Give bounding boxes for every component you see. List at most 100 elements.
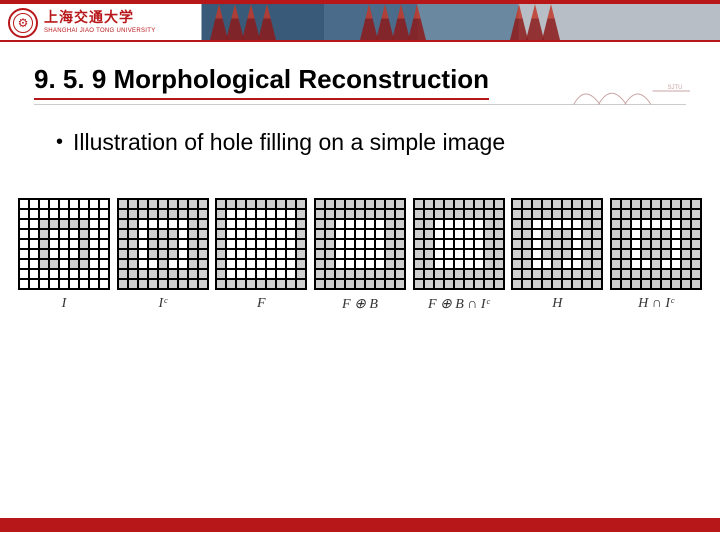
grid-cell (315, 269, 325, 279)
grid-cell (474, 229, 484, 239)
grid-cell (494, 269, 504, 279)
grid-cell (296, 259, 306, 269)
grid-cell (246, 259, 256, 269)
grid-cell (621, 229, 631, 239)
grid-cell (424, 229, 434, 239)
grid-cell (395, 249, 405, 259)
grid-cell (582, 209, 592, 219)
grid-cell (246, 249, 256, 259)
grid-cell (474, 219, 484, 229)
grid-cell (345, 279, 355, 289)
grid-cell (325, 219, 335, 229)
grid-cell (651, 259, 661, 269)
grid-cell (494, 259, 504, 269)
grid-cell (661, 199, 671, 209)
grid-cell (365, 199, 375, 209)
roof-decoration (510, 4, 558, 40)
university-logo: 上海交通大学 SHANGHAI JIAO TONG UNIVERSITY (6, 6, 166, 40)
grid-cell (474, 279, 484, 289)
grid-cell (246, 269, 256, 279)
grid-cell (178, 239, 188, 249)
grid-cell (572, 259, 582, 269)
grid-cell (385, 209, 395, 219)
grid-cell (512, 219, 522, 229)
grid-cell (641, 199, 651, 209)
grid-cell (178, 199, 188, 209)
binary-grid (215, 198, 307, 290)
grid-cell (178, 279, 188, 289)
grid-cell (661, 279, 671, 289)
grid-cell (246, 219, 256, 229)
grid-cell (454, 259, 464, 269)
grid-cell (592, 209, 602, 219)
grid-cell (148, 229, 158, 239)
grid-cell (414, 269, 424, 279)
grid-cell (345, 219, 355, 229)
grid-cell (562, 219, 572, 229)
grid-cell (414, 279, 424, 289)
panel-label: I (62, 296, 67, 312)
grid-cell (256, 269, 266, 279)
grid-cell (434, 269, 444, 279)
grid-cell (395, 239, 405, 249)
grid-cell (365, 269, 375, 279)
grid-cell (484, 229, 494, 239)
roof-decoration (360, 4, 424, 40)
grid-cell (19, 259, 29, 269)
grid-cell (138, 239, 148, 249)
grid-cell (641, 239, 651, 249)
grid-cell (79, 239, 89, 249)
grid-cell (148, 199, 158, 209)
grid-cell (89, 209, 99, 219)
grid-cell (474, 249, 484, 259)
grid-cell (198, 249, 208, 259)
grid-cell (671, 259, 681, 269)
grid-cell (494, 229, 504, 239)
grid-cell (39, 239, 49, 249)
grid-cell (148, 209, 158, 219)
grid-cell (118, 209, 128, 219)
grid-panel: F ⊕ B (314, 198, 406, 313)
grid-cell (681, 199, 691, 209)
grid-cell (79, 229, 89, 239)
grid-cell (611, 259, 621, 269)
panel-label: F ⊕ B ∩ Iᶜ (428, 296, 489, 313)
grid-cell (552, 199, 562, 209)
grid-cell (79, 209, 89, 219)
grid-cell (641, 269, 651, 279)
grid-cell (345, 209, 355, 219)
grid-cell (118, 199, 128, 209)
grid-cell (198, 199, 208, 209)
grid-cell (59, 279, 69, 289)
grid-cell (276, 249, 286, 259)
grid-cell (611, 219, 621, 229)
grid-cell (522, 209, 532, 219)
grid-cell (276, 239, 286, 249)
grid-cell (552, 239, 562, 249)
grid-cell (671, 239, 681, 249)
grid-cell (484, 279, 494, 289)
panel-label: F ⊕ B (342, 296, 378, 313)
grid-cell (414, 199, 424, 209)
grid-cell (651, 219, 661, 229)
grid-cell (375, 269, 385, 279)
grid-cell (325, 249, 335, 259)
grid-cell (532, 219, 542, 229)
grid-cell (522, 269, 532, 279)
grid-cell (562, 209, 572, 219)
grid-cell (661, 259, 671, 269)
grid-cell (315, 239, 325, 249)
grid-cell (89, 219, 99, 229)
grid-cell (89, 259, 99, 269)
grid-cell (484, 209, 494, 219)
grid-cell (661, 229, 671, 239)
grid-cell (621, 199, 631, 209)
grid-cell (572, 209, 582, 219)
grid-cell (226, 269, 236, 279)
grid-cell (651, 269, 661, 279)
grid-cell (562, 279, 572, 289)
grid-cell (59, 259, 69, 269)
grid-cell (494, 279, 504, 289)
grid-cell (592, 249, 602, 259)
grid-cell (572, 249, 582, 259)
